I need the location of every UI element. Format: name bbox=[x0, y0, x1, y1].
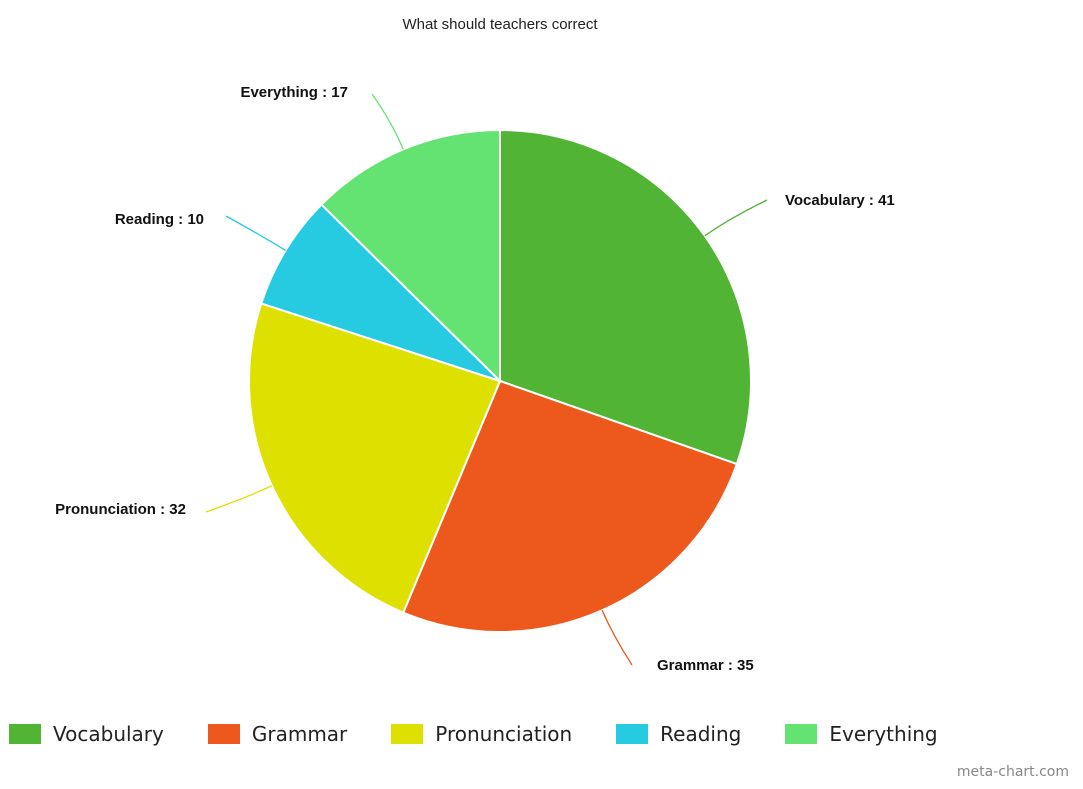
legend-label-vocabulary: Vocabulary bbox=[53, 722, 164, 746]
pie-slice-pronunciation bbox=[248, 302, 502, 614]
chart-title: What should teachers correct bbox=[402, 16, 598, 33]
data-label-vocabulary: Vocabulary : 41 bbox=[785, 192, 895, 209]
legend-item-pronunciation[interactable]: Pronunciation bbox=[391, 722, 572, 746]
pie-slice-everything bbox=[320, 128, 501, 384]
data-label-pronunciation: Pronunciation : 32 bbox=[55, 501, 186, 518]
data-label-grammar: Grammar : 35 bbox=[657, 657, 754, 674]
leader-line-reading bbox=[225, 215, 286, 252]
leader-line-everything bbox=[371, 93, 404, 150]
pie-slice-grammar bbox=[401, 379, 739, 633]
chart-legend: Vocabulary Grammar Pronunciation Reading Eve… bbox=[9, 722, 982, 746]
legend-label-reading: Reading bbox=[660, 722, 742, 746]
leader-line-pronunciation bbox=[205, 485, 273, 513]
pie-slice-reading bbox=[260, 203, 501, 382]
legend-item-grammar[interactable]: Grammar bbox=[207, 722, 348, 746]
legend-label-grammar: Grammar bbox=[251, 722, 348, 746]
legend-label-everything: Everything bbox=[829, 722, 938, 746]
legend-swatch-vocabulary bbox=[9, 724, 41, 744]
legend-swatch-everything bbox=[785, 724, 818, 744]
credit-text: meta-chart.com bbox=[956, 764, 1069, 780]
legend-swatch-grammar bbox=[207, 724, 240, 744]
data-label-everything: Everything : 17 bbox=[240, 84, 348, 101]
legend-item-reading[interactable]: Reading bbox=[616, 722, 741, 746]
legend-label-pronunciation: Pronunciation bbox=[435, 722, 573, 746]
pie-chart: Vocabulary : 41 Grammar : 35 Pronunciation… bbox=[55, 84, 895, 674]
legend-item-everything[interactable]: Everything bbox=[785, 722, 938, 746]
legend-swatch-reading bbox=[616, 724, 649, 744]
data-label-reading: Reading : 10 bbox=[115, 211, 204, 228]
pie-slice-vocabulary bbox=[499, 128, 752, 466]
leader-line-grammar bbox=[601, 610, 633, 666]
legend-item-vocabulary[interactable]: Vocabulary bbox=[9, 722, 164, 746]
legend-swatch-pronunciation bbox=[391, 724, 424, 744]
leader-line-vocabulary bbox=[704, 199, 768, 237]
